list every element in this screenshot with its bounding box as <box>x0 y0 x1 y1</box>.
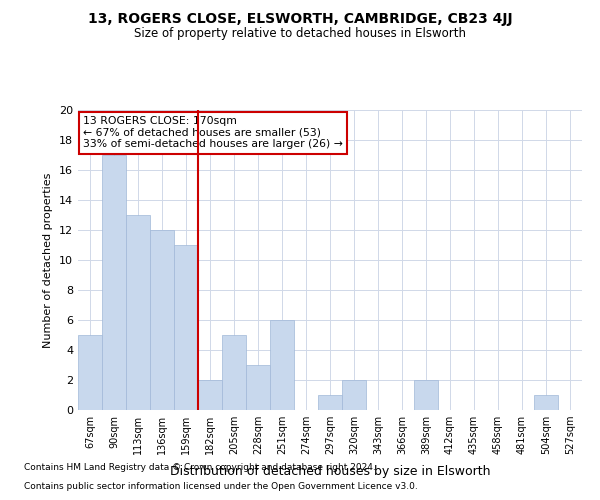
Text: 13, ROGERS CLOSE, ELSWORTH, CAMBRIDGE, CB23 4JJ: 13, ROGERS CLOSE, ELSWORTH, CAMBRIDGE, C… <box>88 12 512 26</box>
Bar <box>534 395 558 410</box>
Y-axis label: Number of detached properties: Number of detached properties <box>43 172 53 348</box>
Bar <box>102 155 126 410</box>
Bar <box>198 380 222 410</box>
Bar <box>342 380 366 410</box>
X-axis label: Distribution of detached houses by size in Elsworth: Distribution of detached houses by size … <box>170 466 490 478</box>
Bar <box>174 245 198 410</box>
Bar <box>126 215 150 410</box>
Bar <box>318 395 342 410</box>
Text: Size of property relative to detached houses in Elsworth: Size of property relative to detached ho… <box>134 28 466 40</box>
Text: 13 ROGERS CLOSE: 170sqm
← 67% of detached houses are smaller (53)
33% of semi-de: 13 ROGERS CLOSE: 170sqm ← 67% of detache… <box>83 116 343 149</box>
Bar <box>270 320 294 410</box>
Text: Contains public sector information licensed under the Open Government Licence v3: Contains public sector information licen… <box>24 482 418 491</box>
Bar <box>150 230 174 410</box>
Bar <box>222 335 246 410</box>
Text: Contains HM Land Registry data © Crown copyright and database right 2024.: Contains HM Land Registry data © Crown c… <box>24 464 376 472</box>
Bar <box>246 365 270 410</box>
Bar <box>78 335 102 410</box>
Bar <box>414 380 438 410</box>
